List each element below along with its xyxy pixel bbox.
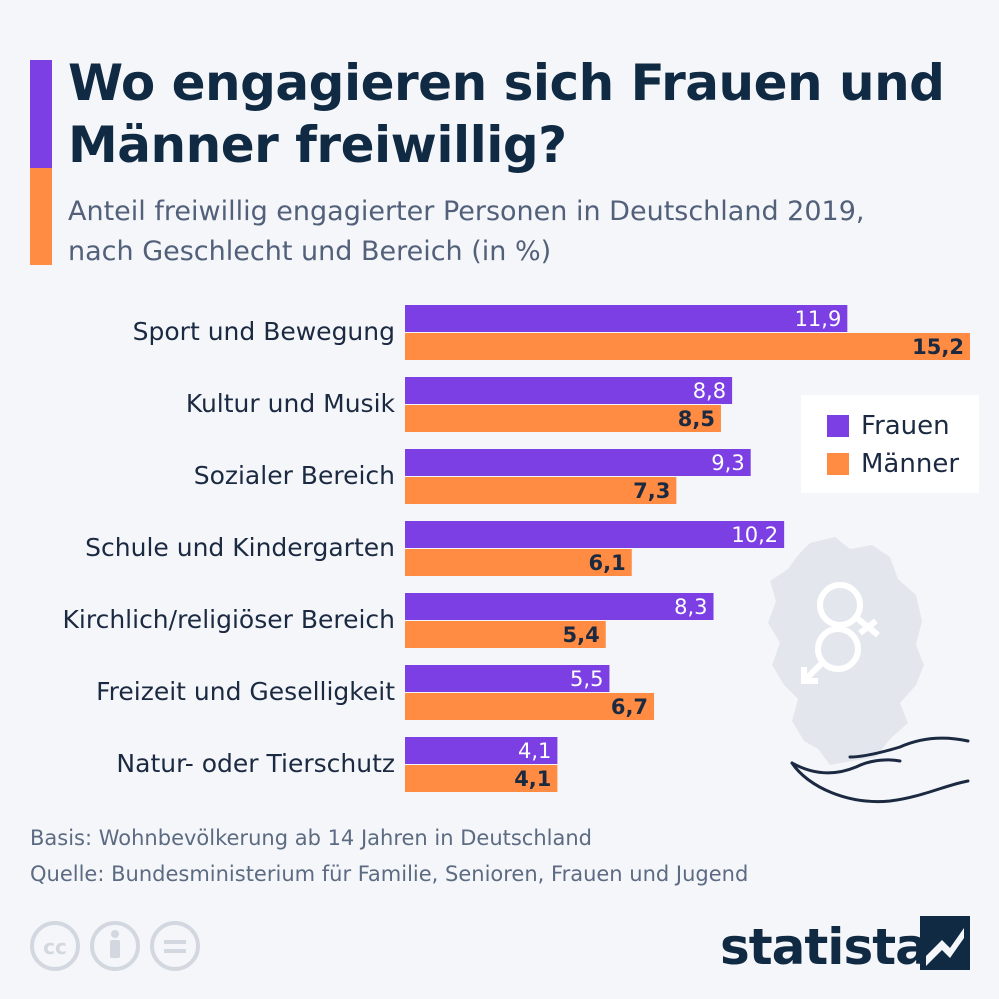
cc-icon: cc bbox=[30, 921, 80, 971]
statista-logo: statista bbox=[720, 912, 980, 980]
accent-bar-orange bbox=[30, 168, 52, 265]
subtitle-line-2: nach Geschlecht und Bereich (in %) bbox=[68, 236, 552, 267]
legend-item-frauen: Frauen bbox=[827, 411, 950, 441]
footer-quelle: Quelle: Bundesministerium für Familie, S… bbox=[30, 862, 749, 886]
value-label-maenner: 6,7 bbox=[611, 695, 648, 719]
bar-maenner bbox=[405, 333, 970, 360]
category-label: Natur- oder Tierschutz bbox=[116, 749, 395, 778]
subtitle-line-1: Anteil freiwillig engagierter Personen i… bbox=[68, 196, 865, 227]
category-label: Kirchlich/religiöser Bereich bbox=[63, 605, 395, 634]
category-label: Sport und Bewegung bbox=[133, 317, 395, 346]
value-label-maenner: 6,1 bbox=[589, 551, 626, 575]
germany-map-icon bbox=[768, 537, 924, 765]
bar-chart: Sport und Bewegung 11,9 15,2 Kultur und Mus… bbox=[63, 305, 970, 792]
bar-maenner bbox=[405, 621, 606, 648]
bar-frauen bbox=[405, 305, 848, 332]
category-label: Sozialer Bereich bbox=[194, 461, 395, 490]
bar-frauen bbox=[405, 665, 610, 692]
category-label: Freizeit und Geselligkeit bbox=[96, 677, 395, 706]
value-label-frauen: 10,2 bbox=[731, 523, 778, 547]
bar-frauen bbox=[405, 593, 714, 620]
page-title: Wo engagieren sich Frauen und Männer fre… bbox=[68, 54, 945, 174]
subtitle: Anteil freiwillig engagierter Personen i… bbox=[68, 192, 978, 272]
bar-maenner bbox=[405, 477, 677, 504]
value-label-frauen: 8,3 bbox=[674, 595, 707, 619]
bar-maenner bbox=[405, 405, 721, 432]
accent-bar-purple bbox=[30, 60, 52, 168]
by-icon bbox=[90, 921, 140, 971]
hand-icon bbox=[790, 736, 970, 804]
legend-label-frauen: Frauen bbox=[861, 411, 950, 441]
legend-label-maenner: Männer bbox=[861, 449, 960, 479]
value-label-frauen: 5,5 bbox=[570, 667, 603, 691]
illustration bbox=[768, 537, 970, 804]
bar-maenner bbox=[405, 549, 632, 576]
bar-maenner bbox=[405, 765, 558, 792]
bar-maenner bbox=[405, 693, 655, 720]
legend-swatch-maenner bbox=[827, 453, 849, 475]
legend: Frauen Männer bbox=[801, 395, 979, 493]
legend-item-maenner: Männer bbox=[827, 449, 959, 479]
legend-swatch-frauen bbox=[827, 415, 849, 437]
nd-icon bbox=[150, 921, 200, 971]
logo-text: statista bbox=[720, 918, 928, 976]
value-label-maenner: 8,5 bbox=[678, 407, 715, 431]
bar-frauen bbox=[405, 449, 751, 476]
bar-frauen bbox=[405, 521, 785, 548]
footer-basis: Basis: Wohnbevölkerung ab 14 Jahren in D… bbox=[30, 826, 593, 850]
value-label-maenner: 4,1 bbox=[514, 767, 551, 791]
value-label-frauen: 11,9 bbox=[795, 307, 842, 331]
bar-frauen bbox=[405, 377, 733, 404]
statista-logo-icon bbox=[920, 916, 970, 970]
license-icons: cc bbox=[30, 921, 200, 971]
gender-symbols-icon bbox=[801, 582, 880, 684]
value-label-maenner: 7,3 bbox=[633, 479, 670, 503]
value-label-maenner: 5,4 bbox=[563, 623, 600, 647]
category-label: Kultur und Musik bbox=[186, 389, 396, 418]
bar-frauen bbox=[405, 737, 558, 764]
value-label-frauen: 8,8 bbox=[693, 379, 726, 403]
svg-text:cc: cc bbox=[43, 935, 67, 959]
value-label-frauen: 4,1 bbox=[518, 739, 551, 763]
value-label-maenner: 15,2 bbox=[912, 335, 964, 359]
value-label-frauen: 9,3 bbox=[711, 451, 744, 475]
category-label: Schule und Kindergarten bbox=[85, 533, 395, 562]
